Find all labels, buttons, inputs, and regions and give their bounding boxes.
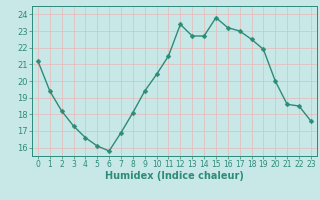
X-axis label: Humidex (Indice chaleur): Humidex (Indice chaleur) <box>105 171 244 181</box>
